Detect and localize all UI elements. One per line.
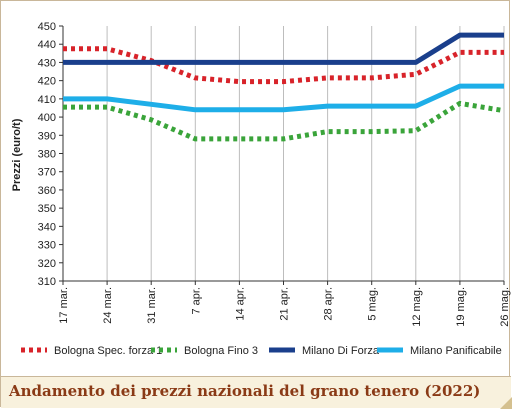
y-tick-label: 420 — [38, 76, 56, 88]
y-tick-label: 310 — [38, 276, 56, 288]
y-tick-label: 340 — [38, 221, 56, 233]
legend-label-2: Bologna Fino 3 — [184, 345, 258, 357]
legend-label-4: Milano Panificabile — [410, 345, 502, 357]
y-tick-label: 320 — [38, 258, 56, 270]
y-tick-label: 440 — [38, 39, 56, 51]
series-line-3 — [63, 32, 504, 65]
x-tick-label: 17 mar. — [58, 287, 70, 324]
line-chart: 310 320 330 340 350 360 370 380 390 400 410 420 430 4… — [11, 21, 511, 357]
axes-layer: 310 320 330 340 350 360 370 380 390 400 410 420 430 4… — [38, 21, 511, 327]
y-tick-label: 360 — [38, 185, 56, 197]
y-axis-label: Prezzi (euro/t) — [11, 118, 23, 191]
y-tick-label: 390 — [38, 130, 56, 142]
y-tick-label: 370 — [38, 167, 56, 179]
x-tick-label: 31 mar. — [146, 287, 158, 324]
legend-label-3: Milano Di Forza — [302, 345, 380, 357]
y-tick-label: 330 — [38, 240, 56, 252]
x-tick-label: 19 mag. — [455, 287, 467, 327]
legend: Bologna Spec. forza 1 Bologna Fino 3 Milan… — [21, 345, 502, 357]
series-line-2 — [63, 100, 505, 142]
x-tick-label: 21 apr. — [279, 287, 291, 321]
grid-layer — [106, 26, 505, 281]
x-tick-label: 12 mag. — [411, 287, 423, 327]
chart-caption: Andamento dei prezzi nazionali del grano… — [9, 382, 481, 400]
x-tick-label: 14 apr. — [234, 287, 246, 321]
y-tick-label: 380 — [38, 149, 56, 161]
x-tick-label: 28 apr. — [323, 287, 335, 321]
caption-corner-decoration — [500, 397, 512, 409]
x-tick-label: 26 mag. — [499, 287, 511, 327]
y-tick-label: 400 — [38, 112, 56, 124]
x-tick-label: 5 mag. — [367, 287, 379, 321]
y-tick-label: 350 — [38, 203, 56, 215]
x-tick-label: 7 apr. — [190, 287, 202, 315]
x-tick-label: 24 mar. — [102, 287, 114, 324]
caption-bar: Andamento dei prezzi nazionali del grano… — [1, 376, 512, 409]
series-line-1 — [63, 46, 504, 85]
y-tick-label: 430 — [38, 57, 56, 69]
y-tick-label: 450 — [38, 21, 56, 33]
y-tick-label: 410 — [38, 94, 56, 106]
series-layer — [63, 32, 505, 142]
series-line-4 — [63, 83, 504, 113]
legend-label-1: Bologna Spec. forza 1 — [54, 345, 162, 357]
